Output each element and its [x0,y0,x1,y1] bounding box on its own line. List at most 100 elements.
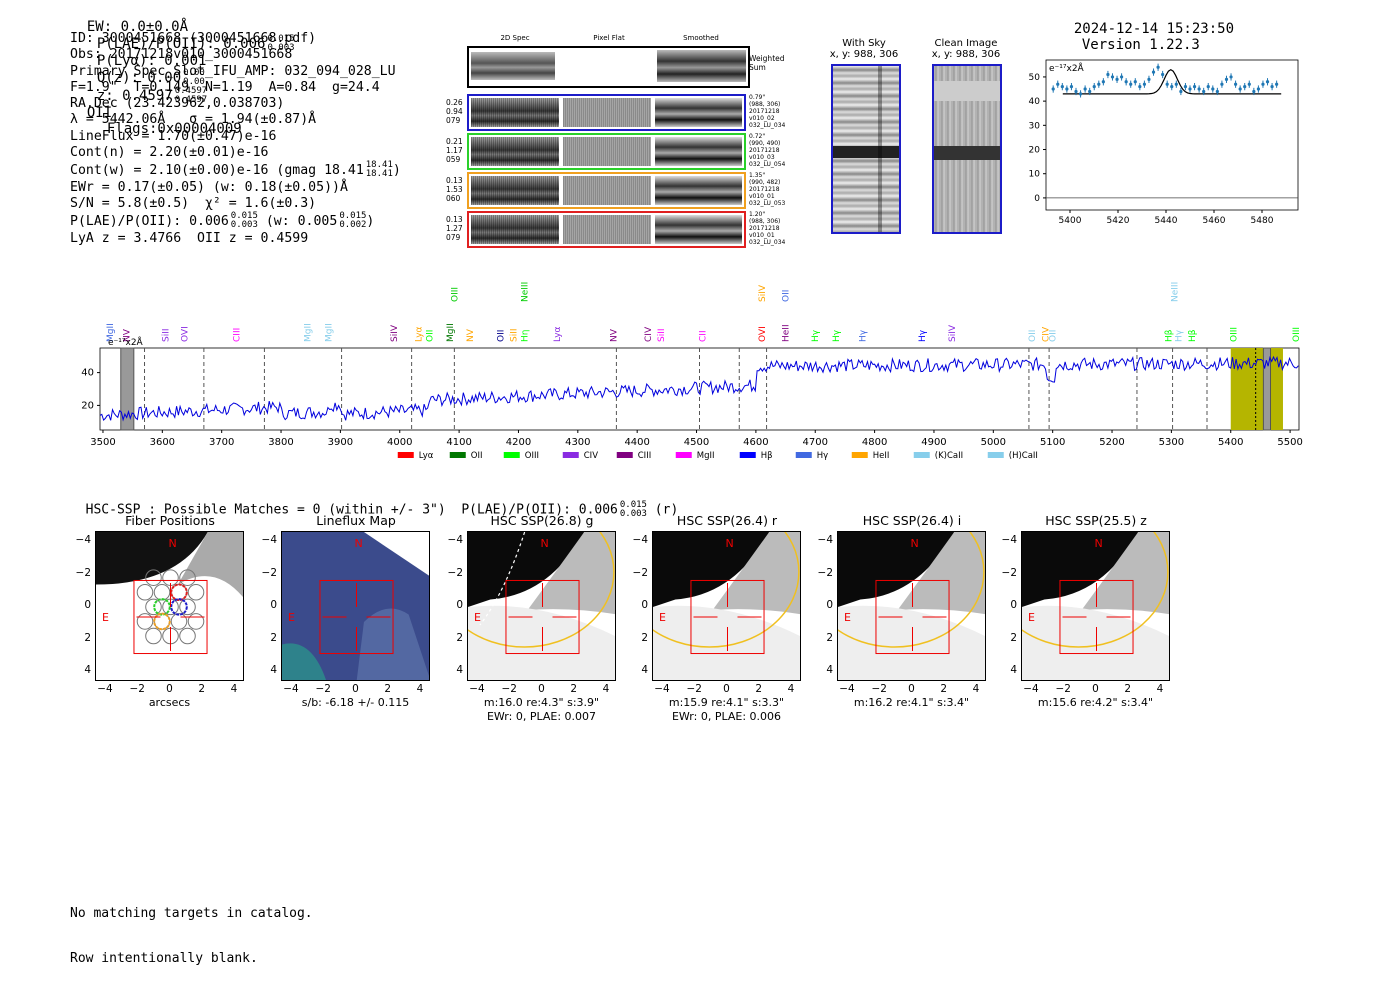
spectrum-xtick-label: 4300 [565,437,590,448]
sky-panel: With Sky x, y: 988, 306 Clean Image x, y… [828,38,1008,238]
hsc-panel-title: HSC SSP(26.8) g [490,513,594,528]
weighted-sum-strip [467,46,750,88]
hsc-xtick-label: 2 [570,683,578,695]
spectrum-xtick-label: 4400 [624,437,649,448]
hsc-panel-image: NE [837,531,986,681]
zoom-point [1165,82,1169,86]
spectrum-legend-swatch [795,452,812,458]
zoom-point [1220,82,1224,86]
spectrum-legend-swatch [739,452,756,458]
spec2d-left-value: 0.26 [446,98,463,107]
spectrum-line-label-text: Lyα [553,326,563,342]
info-plae: P(LAE)/P(OII): 0.006 0.015 0.003 (w: 0.005… [70,211,375,231]
zoom-point [1206,85,1210,89]
spectrum-line-label-text: NV [466,328,476,342]
zoom-point [1275,82,1279,86]
weighted-sum-label: Weighted Sum [749,54,785,72]
plae2-w-lo: 0.002 [339,220,367,231]
spec2d-row-box [467,133,746,170]
hsc-panel: Fiber Positions N E 4 2 0 −2 −4 −4 −2 0 2 4 arcsecs [76,513,244,709]
spec2d-left-value: 079 [446,233,461,242]
fiber-highlight [153,612,171,631]
spectrum-line-label-text: OVI [758,326,768,342]
zoom-point [1060,85,1064,89]
spectrum-line-label-text: Hβ [1188,329,1198,342]
hsc-panel: HSC SSP(26.8) g N E 4 2 0 −2 −4 −4 −2 0 2 4 m:16.0 re… [448,513,616,723]
info-ewr: EWr = 0.17(±0.05) (w: 0.18(±0.05))Å [70,179,348,195]
zoom-point [1133,80,1137,84]
hsc-xaxis: −4 −2 0 2 4 [837,683,986,697]
hsc-xtick-label: −2 [686,683,702,695]
spec2d-left-value: 060 [446,194,461,203]
info-contn: Cont(n) = 2.20(±0.01)e-16 [70,145,269,161]
header-qz-err: 0.00 0.00 [183,69,205,87]
spectrum-legend-label: MgII [697,451,715,461]
hsc-xtick-label: 2 [755,683,763,695]
spectrum-line-label: OVI [758,326,768,342]
north-label: N [1095,537,1103,550]
zoom-point [1247,82,1251,86]
spectrum-xtick-label: 5100 [1040,437,1065,448]
spectrum-line-label: OII [1028,330,1038,342]
spectrum-line-label-text: OIII [450,287,460,302]
clean-t1: Clean Image [934,38,998,49]
zoom-point [1147,77,1151,81]
spectrum-line-label-text: HeII [782,324,792,342]
col-title-2dspec: 2D Spec [500,34,530,42]
spectrum-legend-label: CIV [584,451,598,461]
spec2d-row-left: 0.13 1.27 079 [446,215,463,242]
east-label: E [844,611,851,624]
hsc-xtick-label: −4 [654,683,670,695]
hsc-xtick-label: 4 [230,683,238,695]
hsc-xaxis: −4 −2 0 2 4 [1021,683,1170,697]
ws-label-1: Weighted [749,54,785,63]
info-primary: Primary Spec_Slot_IFU_AMP: 032_094_028_L… [70,63,396,79]
spectrum-xtick-label: 4000 [387,437,412,448]
zoom-point [1078,92,1083,96]
hsc-ytick-label: −2 [632,566,648,579]
info-lyaz: LyA z = 3.4766 OII z = 0.4599 [70,230,309,246]
zoom-chart: e⁻¹⁷x2Å 5400 5420 5440 5460 5480 0 10 20 30 40 50 [1029,59,1299,226]
spectrum-ytick-label: 40 [81,368,94,379]
north-label: N [355,537,363,550]
zoom-ytick-label: 0 [1034,194,1040,204]
gmag-lo: 18.41 [365,169,393,180]
spectrum-legend-label: OII [471,451,483,461]
spectrum-line-label: OVI [180,326,190,342]
spectrum-line-label-text: OIII [1292,327,1302,342]
with-sky-band [833,146,899,158]
hsc-xtick-label: −4 [839,683,855,695]
hsc-ytick-label: 4 [270,664,277,676]
spec2d-left-value: 1.17 [446,146,463,155]
hsc-ytick-label: 0 [641,599,648,611]
spectrum-line-label-text: CIII [233,328,243,342]
spectrum-line-label: OII [425,330,435,342]
hsc-xtick-label: −2 [501,683,517,695]
fiber-circle [136,584,154,601]
spectrum-chart: MgII NV SiII OVI CIII MgII MgII SiIV Lyα OII MgIIO… [81,282,1303,461]
spectrum-line-label: MgII [106,323,116,342]
spec2d-row-box [467,94,746,131]
spectrum-line-label: OII [497,330,507,342]
spectrum-xtick-label: 3800 [268,437,293,448]
galaxy-ellipse [838,532,985,648]
zoom-point [1183,85,1188,89]
spec2d-right-value: 20171218 [749,108,780,115]
east-label: E [102,611,109,624]
spec2d-left-value: 0.13 [446,215,463,224]
spec2d-left-value: 079 [446,116,461,125]
zoom-xtick-label: 5480 [1251,216,1274,226]
spectrum-legend-swatch [987,452,1004,458]
zoom-point [1092,85,1096,89]
zoom-point [1124,80,1128,84]
spectrum-line-label: OIII [450,287,460,302]
plae2-w-hi: 0.015 [339,211,367,222]
hsc-ytick-label: 2 [641,631,648,644]
spec2d-right-value: (990, 490) [749,140,781,147]
fiber-circle [145,569,162,586]
clean-mask [934,81,1000,101]
spectrum-line-label-text: Hγ [918,329,928,342]
zoom-xtick-label: 5460 [1203,216,1226,226]
aperture-box [690,579,765,655]
ws-smooth [657,50,746,82]
